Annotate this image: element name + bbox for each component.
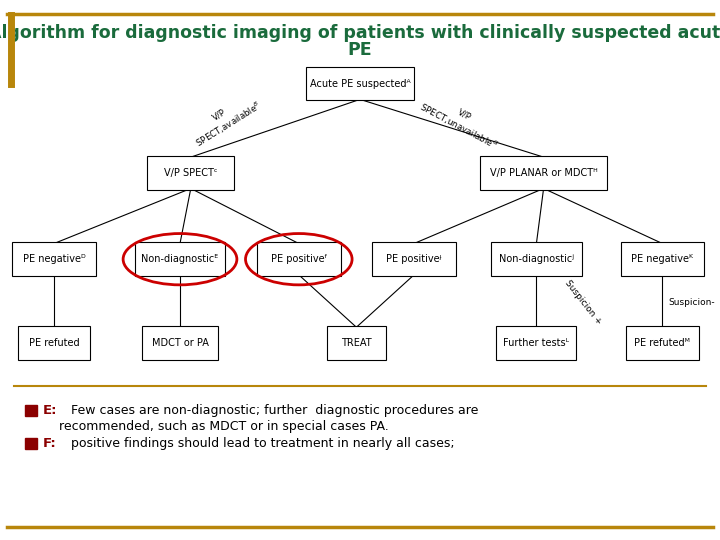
Text: PE negativeᴰ: PE negativeᴰ [22, 254, 86, 264]
Text: TREAT: TREAT [341, 338, 372, 348]
Text: PE refuted: PE refuted [29, 338, 79, 348]
Text: Suspicion +: Suspicion + [563, 279, 603, 326]
Text: Non-diagnosticʲ: Non-diagnosticʲ [499, 254, 574, 264]
Text: PE: PE [348, 40, 372, 59]
FancyBboxPatch shape [327, 326, 386, 360]
FancyBboxPatch shape [135, 242, 225, 276]
FancyBboxPatch shape [497, 326, 577, 360]
FancyBboxPatch shape [142, 326, 218, 360]
FancyBboxPatch shape [148, 156, 235, 190]
Text: E:: E: [43, 404, 58, 417]
Text: V/P SPECTᶜ: V/P SPECTᶜ [164, 168, 217, 178]
Text: positive findings should lead to treatment in nearly all cases;: positive findings should lead to treatme… [67, 437, 454, 450]
FancyBboxPatch shape [372, 242, 456, 276]
Text: F:: F: [43, 437, 57, 450]
Bar [25, 405, 37, 416]
Bar [25, 438, 37, 449]
Text: PE positiveᶠ: PE positiveᶠ [271, 254, 327, 264]
FancyBboxPatch shape [17, 326, 91, 360]
Text: Non-diagnosticᴱ: Non-diagnosticᴱ [141, 254, 219, 264]
Text: Algorithm for diagnostic imaging of patients with clinically suspected acute: Algorithm for diagnostic imaging of pati… [0, 24, 720, 43]
FancyBboxPatch shape [621, 242, 704, 276]
Text: V/P
SPECT,unavailable$^G$: V/P SPECT,unavailable$^G$ [417, 90, 505, 153]
Text: Few cases are non-diagnostic; further  diagnostic procedures are: Few cases are non-diagnostic; further di… [67, 404, 478, 417]
Text: PE refutedᴹ: PE refutedᴹ [634, 338, 690, 348]
Text: PE negativeᴷ: PE negativeᴷ [631, 254, 693, 264]
Text: V/P
  SPECT,available$^B$: V/P SPECT,available$^B$ [183, 90, 264, 153]
Text: recommended, such as MDCT or in special cases PA.: recommended, such as MDCT or in special … [43, 420, 389, 433]
FancyBboxPatch shape [626, 326, 698, 360]
FancyBboxPatch shape [480, 156, 607, 190]
Text: V/P PLANAR or MDCTᴴ: V/P PLANAR or MDCTᴴ [490, 168, 598, 178]
FancyBboxPatch shape [305, 67, 415, 100]
Text: Suspicion-: Suspicion- [668, 298, 714, 307]
Text: Acute PE suspectedᴬ: Acute PE suspectedᴬ [310, 79, 410, 89]
Text: PE positiveᶡ: PE positiveᶡ [386, 254, 442, 264]
Text: MDCT or PA: MDCT or PA [152, 338, 208, 348]
FancyBboxPatch shape [491, 242, 582, 276]
FancyBboxPatch shape [257, 242, 341, 276]
Text: Further testsᴸ: Further testsᴸ [503, 338, 570, 348]
FancyBboxPatch shape [12, 242, 96, 276]
